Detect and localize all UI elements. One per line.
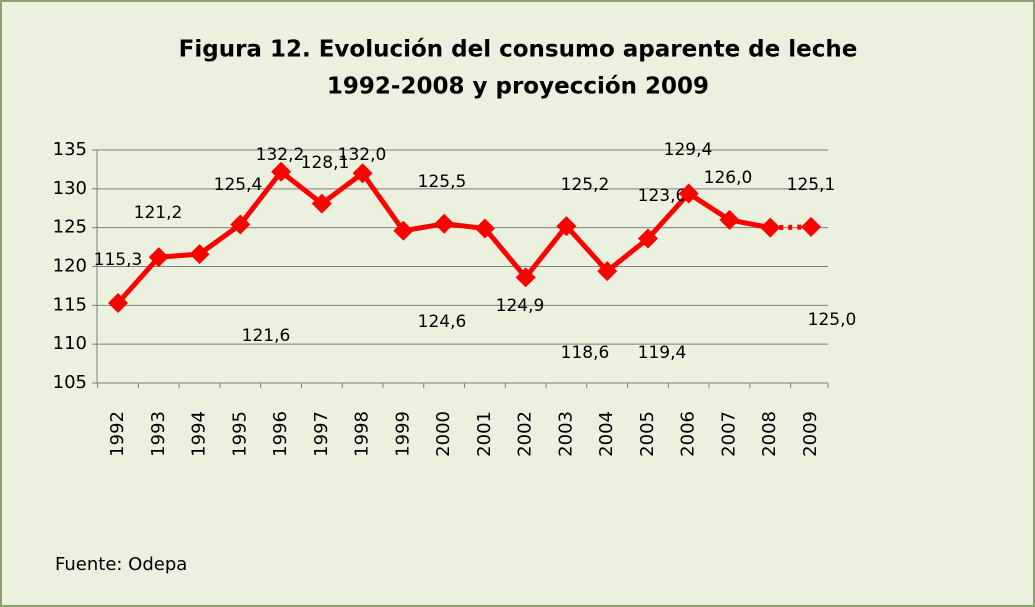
x-tick-label: 2007: [718, 411, 739, 457]
marker: [311, 193, 332, 214]
marker: [230, 214, 251, 235]
x-tick-label: 1994: [189, 411, 210, 457]
marker: [352, 163, 373, 184]
marker: [393, 220, 414, 241]
chart-subtitle: 1992-2008 y proyección 2009: [327, 74, 709, 100]
data-label: 121,6: [242, 326, 291, 346]
x-tick-label: 2000: [433, 411, 454, 457]
marker: [515, 267, 536, 288]
data-label: 125,1: [787, 175, 836, 195]
y-tick-label: 115: [53, 294, 87, 315]
data-label: 121,2: [134, 203, 183, 223]
x-tick-label: 2002: [515, 411, 536, 457]
data-label: 126,0: [704, 168, 753, 188]
y-tick-label: 125: [53, 217, 87, 238]
x-tick-label: 2006: [678, 411, 699, 457]
projection-line: [770, 224, 812, 231]
x-tick-label: 2005: [637, 411, 658, 457]
data-label: 125,0: [808, 310, 857, 330]
marker: [148, 247, 169, 268]
x-tick-label: 2009: [800, 411, 821, 457]
x-tick-label: 1992: [107, 411, 128, 457]
x-tick-label: 1998: [352, 411, 373, 457]
y-tick-label: 135: [53, 139, 87, 160]
marker: [678, 183, 699, 204]
data-label: 128,1: [301, 153, 350, 173]
y-tick-label: 120: [53, 256, 87, 277]
data-label: 124,9: [496, 296, 545, 316]
marker: [189, 244, 210, 265]
x-tick-label: 2003: [555, 411, 576, 457]
y-tick-label: 110: [53, 333, 87, 354]
x-tick-label: 2001: [474, 411, 495, 457]
chart-title: Figura 12. Evolución del consumo aparent…: [179, 37, 858, 63]
data-label: 118,6: [561, 343, 610, 363]
x-tick-label: 1997: [311, 411, 332, 457]
x-tick-label: 1999: [392, 411, 413, 457]
data-label: 132,2: [256, 145, 305, 165]
marker: [434, 213, 455, 234]
data-label: 129,4: [664, 140, 713, 160]
marker: [801, 216, 821, 237]
data-label: 125,2: [561, 175, 610, 195]
marker: [760, 217, 781, 238]
data-label: 125,5: [418, 172, 467, 192]
y-tick-label: 130: [53, 178, 87, 199]
marker: [637, 228, 658, 249]
marker: [597, 261, 618, 282]
x-tick-label: 1995: [229, 411, 250, 457]
x-tick-label: 2004: [596, 411, 617, 457]
x-tick-label: 2008: [759, 411, 780, 457]
marker: [719, 209, 740, 230]
data-label: 123,6: [638, 186, 687, 206]
y-tick-label: 105: [53, 372, 87, 393]
data-label: 125,4: [214, 175, 263, 195]
data-label: 132,0: [338, 145, 387, 165]
marker: [108, 293, 128, 314]
marker: [271, 161, 292, 182]
x-tick-label: 1993: [148, 411, 169, 457]
source-note: Fuente: Odepa: [55, 554, 187, 575]
data-label: 119,4: [638, 343, 687, 363]
marker: [556, 216, 577, 237]
x-tick-label: 1996: [270, 411, 291, 457]
data-label: 115,3: [94, 250, 143, 270]
marker: [474, 218, 495, 239]
data-label: 124,6: [418, 312, 467, 332]
